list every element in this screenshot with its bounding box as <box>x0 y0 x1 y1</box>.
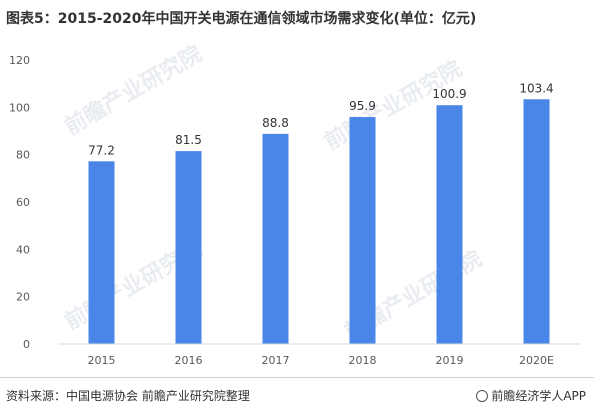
y-tick-label: 60 <box>16 196 30 209</box>
bar <box>523 99 550 344</box>
x-tick-label: 2019 <box>436 354 464 367</box>
bars <box>88 99 550 344</box>
y-axis: 0 20 40 60 80 100 120 <box>9 54 30 351</box>
y-tick-label: 40 <box>16 243 30 256</box>
y-tick-label: 20 <box>16 291 30 304</box>
bar <box>175 151 202 344</box>
y-tick-label: 120 <box>9 54 30 67</box>
x-tick-label: 2017 <box>262 354 290 367</box>
bar <box>88 161 115 344</box>
data-label: 103.4 <box>519 81 553 95</box>
bar-chart: 前瞻产业研究院 前瞻产业研究院 前瞻产业研究院 前瞻产业研究院 02040608… <box>9 41 580 367</box>
y-tick-label: 100 <box>9 101 30 114</box>
brand-text: 前瞻经济学人APP <box>491 389 586 403</box>
x-tick-label: 2020E <box>519 354 554 367</box>
data-label: 95.9 <box>349 99 376 113</box>
x-axis: 2015 2016 2017 2018 2019 2020E <box>58 343 580 367</box>
y-tick-label: 80 <box>16 149 30 162</box>
value-labels: 77.2 81.5 88.8 95.9 100.9 103.4 <box>88 81 554 157</box>
source-note: 资料来源：中国电源协会 前瞻产业研究院整理 <box>6 389 250 403</box>
data-label: 100.9 <box>432 87 466 101</box>
x-tick-label: 2018 <box>349 354 377 367</box>
data-label: 77.2 <box>88 143 115 157</box>
bar <box>349 117 376 344</box>
brand-logo-icon <box>476 390 489 402</box>
brand-label: 前瞻经济学人APP <box>476 387 586 404</box>
watermark-text: 前瞻产业研究院 <box>60 41 206 141</box>
bar <box>436 105 463 344</box>
data-label: 88.8 <box>262 116 289 130</box>
footer: 资料来源：中国电源协会 前瞻产业研究院整理 前瞻经济学人APP <box>0 377 594 414</box>
y-tick-label: 0 <box>23 338 30 351</box>
x-tick-label: 2016 <box>175 354 203 367</box>
data-label: 81.5 <box>175 133 202 147</box>
x-tick-label: 2015 <box>88 354 116 367</box>
chart-title: 图表5：2015-2020年中国开关电源在通信领域市场需求变化(单位：亿元) <box>6 11 477 27</box>
bar <box>262 133 289 344</box>
